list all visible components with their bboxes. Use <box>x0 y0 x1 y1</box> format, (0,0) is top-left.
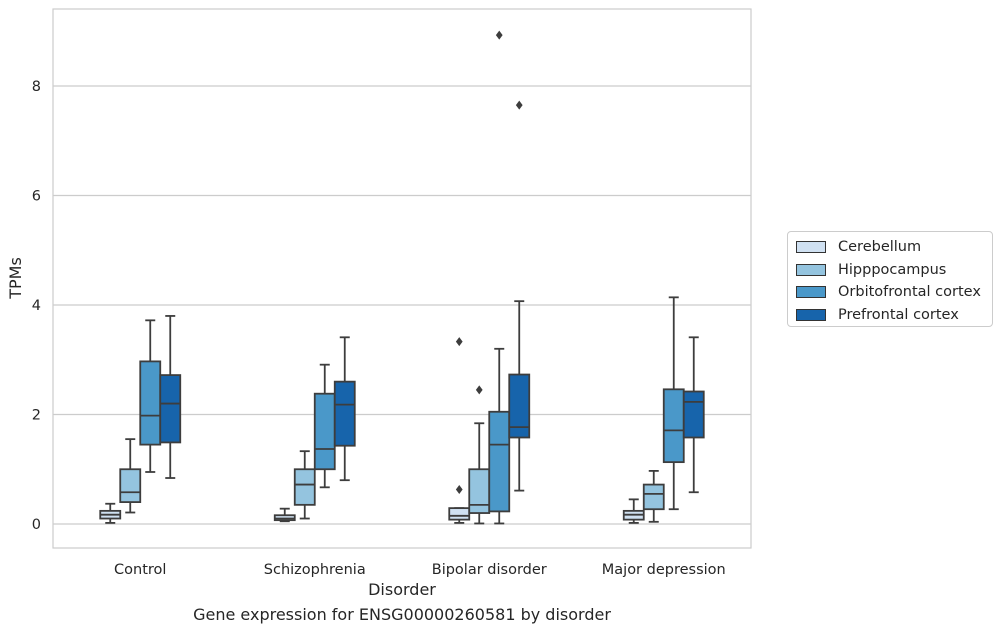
box-prefrontal-cortex-1 <box>333 336 356 482</box>
x-tick-labels: Control Schizophrenia Bipolar disorder Majo… <box>114 562 726 578</box>
box-cerebellum-1 <box>273 507 296 523</box>
box-orbitofrontal-cortex-2 <box>488 30 511 525</box>
outlier-point <box>515 100 523 110</box>
box-iqr <box>508 373 531 439</box>
outlier-point <box>455 485 463 495</box>
box-orbitofrontal-cortex-0 <box>139 319 162 473</box>
chart-caption: Gene expression for ENSG00000260581 by d… <box>193 605 611 624</box>
legend-item: Orbitofrontal cortex <box>792 281 992 304</box>
y-axis-label: TPMs <box>6 257 25 300</box>
legend-label: Prefrontal cortex <box>838 306 959 323</box>
box-hipppocampus-1 <box>293 450 316 520</box>
x-axis-label: Disorder <box>368 580 436 599</box>
box-cerebellum-2 <box>448 337 471 524</box>
box-orbitofrontal-cortex-1 <box>313 363 336 489</box>
legend-label: Hipppocampus <box>838 261 947 278</box>
box-iqr <box>642 483 665 511</box>
box-cerebellum-0 <box>99 502 122 524</box>
box-iqr <box>139 360 162 446</box>
boxes-layer <box>99 30 705 525</box>
x-tick-label: Control <box>114 562 166 578</box>
outlier-point <box>475 385 483 395</box>
box-iqr <box>333 380 356 447</box>
box-iqr <box>662 388 685 464</box>
x-tick-label: Bipolar disorder <box>432 562 547 578</box>
box-iqr <box>119 468 142 503</box>
box-iqr <box>448 507 471 521</box>
box-hipppocampus-0 <box>119 438 142 514</box>
y-tick-labels: 0 2 4 6 8 <box>32 79 41 533</box>
box-orbitofrontal-cortex-3 <box>662 296 685 511</box>
box-iqr <box>313 392 336 471</box>
legend-swatch <box>796 308 826 321</box>
gridlines <box>53 85 751 525</box>
x-tick-label: Major depression <box>602 562 726 578</box>
y-tick-label: 2 <box>32 408 41 424</box>
box-cerebellum-3 <box>622 498 645 524</box>
box-iqr <box>159 374 182 444</box>
legend-item: Hipppocampus <box>792 259 992 282</box>
legend-label: Cerebellum <box>838 239 922 256</box>
legend: Cerebellum Hipppocampus Orbitofrontal cort… <box>787 231 993 327</box>
legend-swatch <box>796 263 826 276</box>
box-iqr <box>682 390 705 439</box>
box-iqr <box>468 468 491 514</box>
outlier-point <box>495 30 503 40</box>
legend-swatch <box>796 241 826 254</box>
box-hipppocampus-3 <box>642 469 665 523</box>
box-prefrontal-cortex-2 <box>508 100 531 492</box>
box-iqr <box>293 468 316 506</box>
y-tick-label: 4 <box>32 298 41 314</box>
box-prefrontal-cortex-3 <box>682 336 705 494</box>
y-tick-label: 8 <box>32 79 41 95</box>
x-tick-label: Schizophrenia <box>264 562 366 578</box>
legend-swatch <box>796 286 826 299</box>
box-iqr <box>488 410 511 513</box>
outlier-point <box>455 337 463 347</box>
plot-frame <box>52 8 752 549</box>
legend-item: Prefrontal cortex <box>792 304 992 327</box>
legend-label: Orbitofrontal cortex <box>838 284 981 301</box>
y-tick-label: 6 <box>32 189 41 205</box>
box-prefrontal-cortex-0 <box>159 315 182 479</box>
box-hipppocampus-2 <box>468 385 491 525</box>
legend-item: Cerebellum <box>792 236 992 259</box>
y-tick-label: 0 <box>32 517 41 533</box>
